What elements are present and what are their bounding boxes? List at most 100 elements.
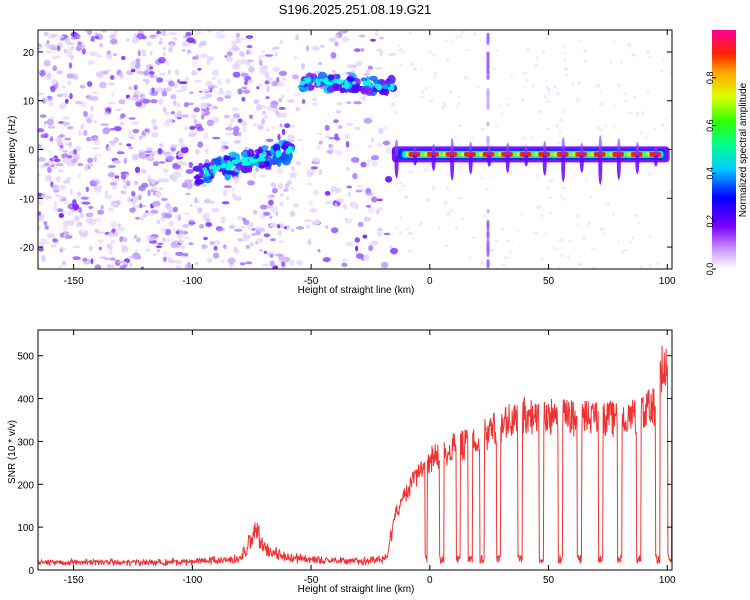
noise-speckle <box>237 118 243 123</box>
noise-speckle <box>104 257 110 261</box>
noise-speckle <box>198 224 205 229</box>
signal-segment-high <box>319 78 324 82</box>
tone-spur <box>654 146 658 156</box>
noise-speckle <box>86 30 93 36</box>
signal-segment-low <box>212 164 217 171</box>
noise-speckle <box>545 35 548 40</box>
noise-speckle <box>556 141 561 145</box>
noise-speckle <box>522 71 528 75</box>
noise-speckle <box>149 66 154 70</box>
tone-spur <box>468 149 473 175</box>
noise-speckle <box>459 34 463 39</box>
tone-spur <box>542 149 547 176</box>
signal-segment-high <box>379 90 388 96</box>
colorbar: 0.0 0.2 0.4 0.6 0.8 Normalized spectral ampl… <box>705 30 749 275</box>
noise-speckle <box>575 214 580 218</box>
noise-speckle <box>38 247 44 252</box>
noise-speckle <box>396 181 402 185</box>
noise-speckle <box>128 146 134 150</box>
noise-speckle <box>261 263 270 267</box>
noise-speckle <box>245 35 254 39</box>
noise-speckle <box>213 105 218 110</box>
noise-speckle <box>355 245 359 252</box>
noise-speckle <box>201 183 207 188</box>
noise-speckle <box>293 202 299 208</box>
signal-segment-low <box>245 156 250 161</box>
noise-speckle <box>147 237 155 242</box>
noise-speckle <box>350 157 360 163</box>
noise-speckle <box>170 111 175 115</box>
noise-speckle <box>184 126 188 131</box>
noise-speckle <box>292 74 299 80</box>
noise-speckle <box>126 197 132 203</box>
noise-speckle <box>110 141 116 146</box>
noise-speckle <box>398 189 402 192</box>
noise-speckle <box>172 37 178 41</box>
noise-speckle <box>424 86 429 91</box>
noise-speckle <box>393 93 398 98</box>
noise-speckle <box>233 196 242 202</box>
noise-speckle <box>188 161 193 169</box>
noise-speckle <box>44 120 47 125</box>
noise-speckle <box>575 97 581 102</box>
noise-speckle <box>263 233 271 238</box>
noise-speckle <box>220 145 225 153</box>
noise-speckle <box>69 219 75 227</box>
noise-speckle <box>367 65 374 70</box>
noise-speckle <box>285 195 290 201</box>
noise-speckle <box>190 113 197 119</box>
noise-speckle <box>211 207 220 213</box>
noise-speckle <box>399 215 402 220</box>
noise-speckle <box>534 63 540 67</box>
noise-speckle <box>46 233 55 239</box>
noise-speckle <box>499 104 503 108</box>
noise-speckle <box>399 47 403 51</box>
noise-speckle <box>172 99 177 106</box>
noise-speckle <box>375 48 382 52</box>
noise-speckle <box>180 245 186 249</box>
tone-spur <box>598 146 603 185</box>
noise-speckle <box>90 35 96 40</box>
noise-speckle <box>558 266 561 269</box>
noise-speckle <box>176 102 181 108</box>
noise-speckle <box>442 102 447 107</box>
signal-segment-high <box>381 84 389 90</box>
noise-speckle <box>49 44 57 50</box>
noise-speckle <box>45 73 52 81</box>
noise-speckle <box>50 181 54 188</box>
noise-speckle <box>301 99 306 104</box>
noise-speckle <box>158 98 164 105</box>
noise-speckle <box>237 88 243 95</box>
noise-speckle <box>599 227 605 232</box>
noise-speckle <box>162 52 167 57</box>
noise-speckle <box>144 129 149 132</box>
noise-speckle <box>39 241 45 248</box>
noise-speckle <box>263 114 268 120</box>
signal-segment-high <box>391 85 395 91</box>
noise-speckle <box>162 46 167 51</box>
y-tick-label: 20 <box>23 48 35 59</box>
noise-speckle <box>247 59 254 63</box>
noise-speckle <box>238 131 242 137</box>
noise-speckle <box>72 245 81 249</box>
noise-speckle <box>427 50 432 54</box>
noise-speckle <box>162 168 169 173</box>
noise-speckle <box>77 41 82 47</box>
noise-speckle <box>257 124 264 130</box>
noise-speckle <box>251 228 256 231</box>
noise-speckle <box>189 204 193 207</box>
noise-speckle <box>235 249 240 254</box>
noise-speckle <box>239 37 247 41</box>
noise-speckle <box>233 113 240 119</box>
noise-speckle <box>159 37 163 43</box>
noise-speckle <box>74 101 83 105</box>
noise-speckle <box>253 99 260 105</box>
vertical-streak <box>486 37 490 46</box>
noise-speckle <box>175 251 184 256</box>
noise-speckle <box>156 30 162 35</box>
noise-speckle <box>131 97 137 101</box>
noise-speckle <box>223 244 227 250</box>
noise-speckle <box>162 250 168 256</box>
noise-speckle <box>653 127 657 131</box>
noise-speckle <box>125 173 129 178</box>
